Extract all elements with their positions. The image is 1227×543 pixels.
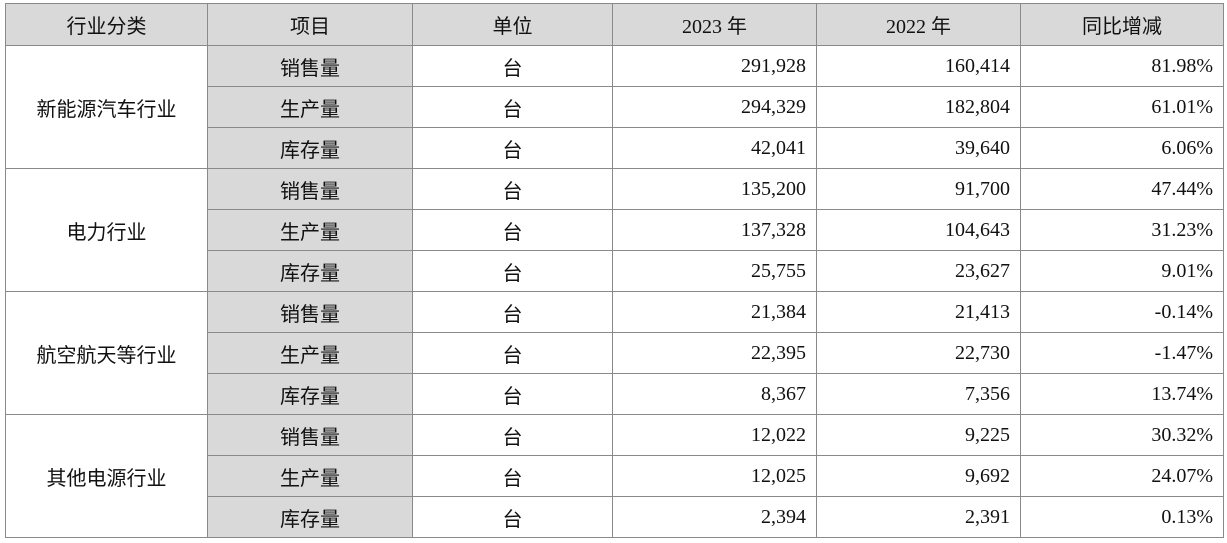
yoy-change-cell: 24.07% (1020, 455, 1224, 497)
header-category: 行业分类 (5, 3, 208, 46)
item-cell: 销售量 (207, 168, 413, 210)
value-2022-cell: 21,413 (816, 291, 1021, 333)
item-cell: 生产量 (207, 332, 413, 374)
unit-cell: 台 (412, 455, 613, 497)
category-cell: 电力行业 (5, 168, 208, 292)
value-2023-cell: 2,394 (612, 496, 817, 538)
value-2023-cell: 291,928 (612, 45, 817, 87)
item-cell: 库存量 (207, 496, 413, 538)
yoy-change-cell: -0.14% (1020, 291, 1224, 333)
unit-cell: 台 (412, 414, 613, 456)
yoy-change-cell: 47.44% (1020, 168, 1224, 210)
item-cell: 库存量 (207, 250, 413, 292)
category-cell: 新能源汽车行业 (5, 45, 208, 169)
value-2023-cell: 12,025 (612, 455, 817, 497)
value-2023-cell: 25,755 (612, 250, 817, 292)
value-2022-cell: 23,627 (816, 250, 1021, 292)
header-2022: 2022 年 (816, 3, 1021, 46)
unit-cell: 台 (412, 291, 613, 333)
table-row: 其他电源行业 销售量台 12,022 9,225 30.32% (5, 414, 1224, 538)
unit-cell: 台 (412, 45, 613, 87)
value-2023-cell: 21,384 (612, 291, 817, 333)
category-cell: 其他电源行业 (5, 414, 208, 538)
value-2022-cell: 160,414 (816, 45, 1021, 87)
item-cell: 销售量 (207, 414, 413, 456)
value-2022-cell: 9,225 (816, 414, 1021, 456)
production-sales-table: 行业分类 项目 单位 2023 年 2022 年 同比增减 新能源汽车行业 销售量… (5, 3, 1224, 538)
yoy-change-cell: 61.01% (1020, 86, 1224, 128)
header-item: 项目 (207, 3, 413, 46)
value-2023-cell: 8,367 (612, 373, 817, 415)
item-cell: 销售量 (207, 45, 413, 87)
value-2023-cell: 135,200 (612, 168, 817, 210)
unit-cell: 台 (412, 209, 613, 251)
value-2022-cell: 22,730 (816, 332, 1021, 374)
unit-cell: 台 (412, 250, 613, 292)
value-2022-cell: 182,804 (816, 86, 1021, 128)
value-2022-cell: 9,692 (816, 455, 1021, 497)
yoy-change-cell: 31.23% (1020, 209, 1224, 251)
item-cell: 生产量 (207, 209, 413, 251)
unit-cell: 台 (412, 168, 613, 210)
value-2023-cell: 42,041 (612, 127, 817, 169)
table-row: 新能源汽车行业 销售量台 291,928 160,414 81.98% (5, 45, 1224, 169)
yoy-change-cell: 9.01% (1020, 250, 1224, 292)
value-2022-cell: 104,643 (816, 209, 1021, 251)
value-2022-cell: 39,640 (816, 127, 1021, 169)
table-row: 库存量台 2,394 2,391 0.13% (6, 496, 1224, 538)
unit-cell: 台 (412, 127, 613, 169)
yoy-change-cell: 13.74% (1020, 373, 1224, 415)
yoy-change-cell: 30.32% (1020, 414, 1224, 456)
table-row: 库存量台 42,041 39,640 6.06% (6, 127, 1224, 169)
yoy-change-cell: 81.98% (1020, 45, 1224, 87)
unit-cell: 台 (412, 496, 613, 538)
category-cell: 航空航天等行业 (5, 291, 208, 415)
header-2023: 2023 年 (612, 3, 817, 46)
item-cell: 生产量 (207, 86, 413, 128)
value-2022-cell: 91,700 (816, 168, 1021, 210)
yoy-change-cell: 0.13% (1020, 496, 1224, 538)
item-cell: 生产量 (207, 455, 413, 497)
table-row: 生产量台 294,329 182,804 61.01% (6, 86, 1224, 128)
yoy-change-cell: -1.47% (1020, 332, 1224, 374)
value-2022-cell: 7,356 (816, 373, 1021, 415)
value-2023-cell: 22,395 (612, 332, 817, 374)
table-row: 生产量台 137,328 104,643 31.23% (6, 209, 1224, 251)
value-2023-cell: 12,022 (612, 414, 817, 456)
unit-cell: 台 (412, 332, 613, 374)
item-cell: 库存量 (207, 127, 413, 169)
item-cell: 库存量 (207, 373, 413, 415)
header-yoy: 同比增减 (1020, 3, 1224, 46)
table-row: 航空航天等行业 销售量台 21,384 21,413 -0.14% (5, 291, 1224, 415)
unit-cell: 台 (412, 86, 613, 128)
header-row: 行业分类 项目 单位 2023 年 2022 年 同比增减 (5, 3, 1224, 46)
table-row: 生产量台 12,025 9,692 24.07% (6, 455, 1224, 497)
value-2022-cell: 2,391 (816, 496, 1021, 538)
item-cell: 销售量 (207, 291, 413, 333)
unit-cell: 台 (412, 373, 613, 415)
header-unit: 单位 (412, 3, 613, 46)
table-row: 电力行业 销售量台 135,200 91,700 47.44% (5, 168, 1224, 292)
value-2023-cell: 294,329 (612, 86, 817, 128)
table-row: 库存量台 25,755 23,627 9.01% (6, 250, 1224, 292)
table-row: 库存量台 8,367 7,356 13.74% (6, 373, 1224, 415)
value-2023-cell: 137,328 (612, 209, 817, 251)
table-row: 生产量台 22,395 22,730 -1.47% (6, 332, 1224, 374)
yoy-change-cell: 6.06% (1020, 127, 1224, 169)
